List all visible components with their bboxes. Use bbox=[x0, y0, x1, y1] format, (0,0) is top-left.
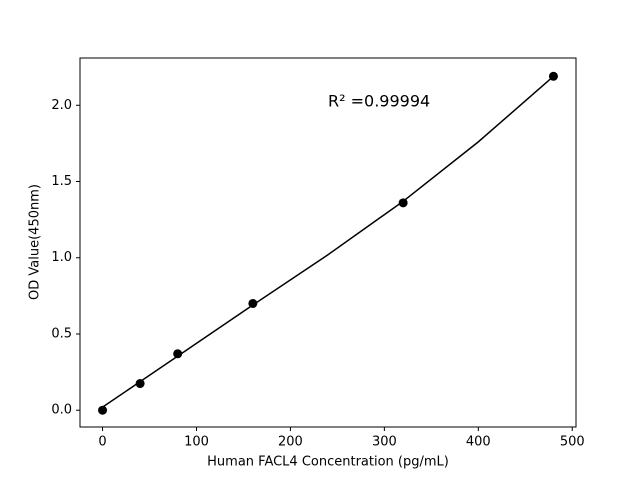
y-axis-label: OD Value(450nm) bbox=[28, 184, 43, 300]
x-axis-label: Human FACL4 Concentration (pg/mL) bbox=[207, 455, 449, 470]
point bbox=[248, 298, 258, 308]
y-tick-label: 0.5 bbox=[51, 326, 72, 341]
y-tick-label: 0.0 bbox=[51, 403, 72, 418]
y-tick-label: 1.0 bbox=[51, 250, 72, 265]
x-tick-label: 400 bbox=[466, 435, 491, 450]
x-tick-label: 100 bbox=[184, 435, 209, 450]
point bbox=[135, 379, 145, 389]
x-tick-label: 300 bbox=[372, 435, 397, 450]
point bbox=[173, 349, 183, 359]
x-tick-label: 0 bbox=[98, 435, 106, 450]
point bbox=[98, 405, 108, 415]
plot-frame bbox=[79, 57, 577, 428]
point bbox=[398, 198, 408, 208]
x-tick-label: 500 bbox=[560, 435, 585, 450]
fit-curve bbox=[102, 75, 554, 408]
x-tick-label: 200 bbox=[278, 435, 303, 450]
y-tick-label: 1.5 bbox=[51, 174, 72, 189]
y-tick-label: 2.0 bbox=[51, 98, 72, 113]
annotation: R² =0.99994 bbox=[328, 92, 430, 111]
point bbox=[548, 71, 558, 81]
